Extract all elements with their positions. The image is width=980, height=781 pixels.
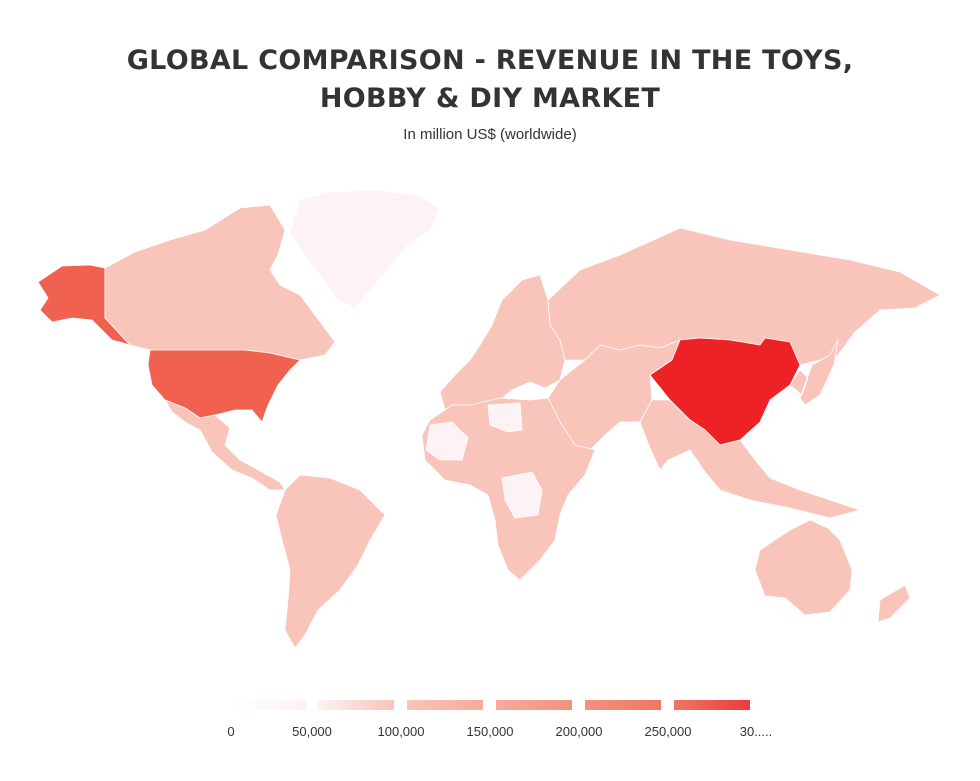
region-united-states[interactable] — [147, 349, 301, 423]
region-south-southeast-asia[interactable] — [639, 399, 861, 519]
chart-subtitle: In million US$ (worldwide) — [403, 126, 577, 143]
legend-tick-200000: 200,000 — [555, 724, 603, 739]
region-greenland[interactable] — [289, 189, 441, 309]
legend-tick-100000: 100,000 — [377, 724, 425, 739]
region-australia-oceania[interactable] — [754, 519, 911, 623]
legend-tick-0: 0 — [227, 724, 235, 739]
region-alaska[interactable] — [37, 264, 131, 346]
legend-tick-150000: 150,000 — [466, 724, 514, 739]
region-south-america[interactable] — [275, 474, 386, 649]
legend-tick-300000: 30..... — [739, 724, 773, 739]
chart-title-line-1: GLOBAL COMPARISON - REVENUE IN THE TOYS, — [126, 45, 854, 76]
region-mexico-central-america[interactable] — [164, 399, 286, 491]
region-japan-korea[interactable] — [789, 339, 839, 406]
world-map — [37, 189, 941, 649]
legend-swatch-3 — [407, 700, 483, 710]
legend-swatch-4 — [496, 700, 572, 710]
color-legend: 0 50,000 100,000 150,000 200,000 250,000… — [0, 700, 980, 750]
region-europe[interactable] — [439, 274, 566, 416]
legend-tick-250000: 250,000 — [644, 724, 692, 739]
legend-swatch-2 — [318, 700, 394, 710]
region-canada[interactable] — [104, 204, 336, 361]
chart-title: GLOBAL COMPARISON - REVENUE IN THE TOYS,… — [0, 42, 980, 118]
legend-swatch-1 — [230, 700, 306, 710]
region-libya[interactable] — [487, 402, 523, 433]
legend-tick-50000: 50,000 — [292, 724, 332, 739]
legend-swatch-5 — [585, 700, 661, 710]
region-mali-mauritania[interactable] — [425, 421, 469, 461]
legend-swatch-6 — [674, 700, 750, 710]
region-dr-congo[interactable] — [501, 471, 543, 519]
chart-title-line-2: HOBBY & DIY MARKET — [319, 83, 661, 114]
